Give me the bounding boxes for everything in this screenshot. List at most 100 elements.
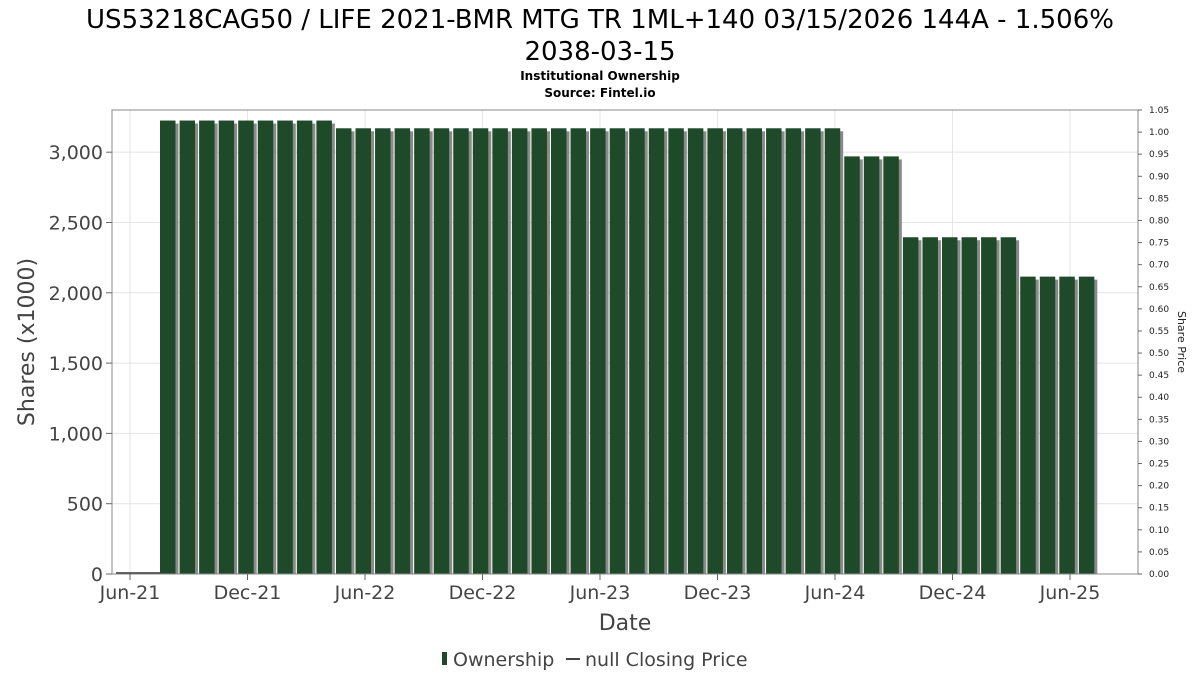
x-tick-label: Dec-24: [919, 582, 987, 604]
ownership-bar: [453, 128, 469, 574]
y2-tick-label: 0.85: [1149, 194, 1169, 204]
y2-tick-label: 1.05: [1149, 106, 1169, 116]
y-tick-label: 0: [91, 564, 103, 586]
ownership-bar: [238, 120, 254, 574]
ownership-bar: [942, 237, 958, 575]
y2-tick-label: 0.20: [1149, 482, 1169, 492]
ownership-bar: [179, 120, 196, 574]
ownership-bar: [472, 128, 489, 574]
y2-tick-label: 0.75: [1149, 239, 1169, 249]
y2-tick-label: 0.30: [1149, 437, 1169, 447]
y-tick-label: 1,500: [49, 353, 103, 375]
x-axis-label: Date: [599, 611, 652, 636]
ownership-bar: [922, 237, 938, 575]
y2-tick-label: 0.25: [1149, 460, 1169, 470]
legend-price-label: null Closing Price: [585, 649, 748, 671]
ownership-bar: [316, 120, 332, 574]
ownership-bar: [433, 128, 450, 574]
ownership-bar: [277, 120, 293, 574]
y2-tick-label: 0.95: [1149, 150, 1169, 160]
ownership-bar: [707, 128, 723, 574]
ownership-bar: [766, 128, 782, 574]
ownership-bar: [570, 128, 587, 574]
ownership-bar: [1039, 276, 1056, 574]
ownership-bar: [961, 237, 978, 575]
x-tick-label: Jun-21: [99, 582, 161, 604]
plot-frame: [111, 109, 1139, 575]
y2-tick-label: 0.15: [1149, 504, 1169, 514]
ownership-bar: [414, 128, 430, 574]
ownership-bar: [590, 128, 606, 574]
ownership-bar: [824, 128, 841, 574]
chart-subtitle: Institutional Ownership: [520, 69, 680, 83]
ownership-bar: [746, 128, 762, 574]
ownership-bar: [296, 120, 313, 574]
y2-tick-label: 0.80: [1149, 216, 1169, 226]
ownership-bar: [1000, 237, 1017, 575]
chart-title-line1: US53218CAG50 / LIFE 2021-BMR MTG TR 1ML+…: [86, 5, 1114, 35]
ownership-bar: [375, 128, 391, 574]
ownership-bar: [257, 120, 274, 574]
ownership-bar: [335, 128, 352, 574]
y2-tick-label: 1.00: [1149, 128, 1169, 138]
ownership-bar: [844, 156, 860, 574]
y2-axis-label: Share Price: [1175, 311, 1188, 373]
ownership-bar: [863, 156, 880, 574]
y-tick-label: 2,000: [49, 283, 103, 305]
ownership-bar: [668, 128, 684, 574]
legend-ownership-swatch: [442, 652, 447, 665]
ownership-bar: [511, 128, 528, 574]
chart-source: Source: Fintel.io: [544, 86, 655, 100]
ownership-bar: [160, 120, 176, 574]
ownership-bar: [648, 128, 665, 574]
ownership-bar: [1020, 276, 1036, 574]
x-tick-label: Dec-22: [449, 582, 517, 604]
y-tick-label: 1,000: [49, 423, 103, 445]
ownership-bar: [726, 128, 743, 574]
y2-tick-label: 0.70: [1149, 261, 1169, 271]
y-axis-label: Shares (x1000): [15, 258, 40, 426]
y-axis-ticks: 0 500 1,000 1,500 2,000 2,500 3,000: [49, 142, 112, 586]
ownership-bar: [218, 120, 235, 574]
x-tick-label: Dec-23: [684, 582, 752, 604]
legend: Ownership null Closing Price: [442, 649, 748, 671]
y2-axis-ticks: 0.00 0.05 0.10 0.15 0.20 0.25 0.30 0.35 0.40 0.45…: [1138, 106, 1169, 580]
legend-ownership-label: Ownership: [453, 649, 554, 671]
y2-tick-label: 0.45: [1149, 371, 1169, 381]
ownership-bar: [687, 128, 704, 574]
y2-tick-label: 0.55: [1149, 327, 1169, 337]
ownership-bar: [199, 120, 215, 574]
y2-tick-label: 0.60: [1149, 305, 1169, 315]
x-axis-ticks: Jun-21 Dec-21 Jun-22 Dec-22 Jun-23 Dec-23 Jun-…: [99, 574, 1101, 604]
ownership-bar: [551, 128, 567, 574]
ownership-bar: [355, 128, 371, 574]
ownership-bar: [492, 128, 508, 574]
x-tick-label: Dec-21: [214, 582, 282, 604]
ownership-bar: [531, 128, 547, 574]
y-tick-label: 2,500: [49, 212, 103, 234]
y-tick-label: 500: [67, 494, 103, 516]
x-tick-label: Jun-23: [569, 582, 631, 604]
ownership-bars: [116, 120, 1098, 575]
y2-tick-label: 0.50: [1149, 349, 1169, 359]
ownership-bar: [609, 128, 626, 574]
y-tick-label: 3,000: [49, 142, 103, 164]
y2-tick-label: 0.00: [1149, 570, 1169, 580]
y2-tick-label: 0.10: [1149, 526, 1169, 536]
y2-tick-label: 0.90: [1149, 172, 1169, 182]
y2-tick-label: 0.05: [1149, 548, 1169, 558]
y2-tick-label: 0.40: [1149, 393, 1169, 403]
ownership-bar: [805, 128, 821, 574]
y2-tick-label: 0.35: [1149, 415, 1169, 425]
ownership-bar: [394, 128, 411, 574]
x-tick-label: Jun-25: [1039, 582, 1101, 604]
chart-title-line2: 2038-03-15: [524, 37, 675, 67]
ownership-bar: [785, 128, 802, 574]
ownership-bar: [981, 237, 997, 575]
y2-tick-label: 0.65: [1149, 283, 1169, 293]
ownership-bar: [883, 156, 899, 574]
ownership-bar: [902, 237, 919, 575]
x-tick-label: Jun-24: [804, 582, 866, 604]
x-tick-label: Jun-22: [334, 582, 396, 604]
